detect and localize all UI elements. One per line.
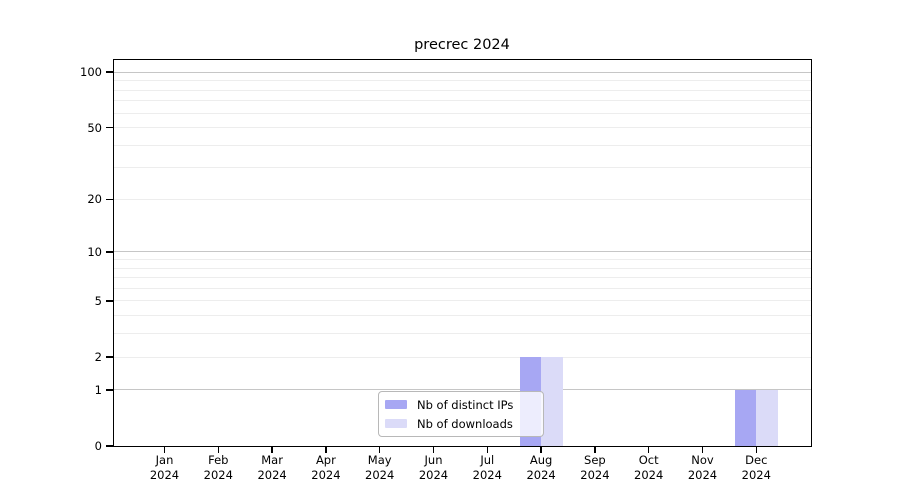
y-axis-tick <box>106 300 113 302</box>
y-axis-tick-label: 50 <box>87 120 102 135</box>
y-gridline <box>114 389 811 391</box>
x-axis-tick-label: Sep 2024 <box>580 453 610 482</box>
y-gridline <box>114 258 811 260</box>
y-axis-tick <box>106 356 113 358</box>
legend-label: Nb of downloads <box>417 416 513 431</box>
y-axis-tick <box>106 71 113 73</box>
x-axis-tick-label: Dec 2024 <box>741 453 771 482</box>
x-axis-tick-label: Apr 2024 <box>311 453 341 482</box>
legend: Nb of distinct IPs Nb of downloads <box>378 391 544 437</box>
x-axis-tick-label: Nov 2024 <box>687 453 718 482</box>
y-gridline <box>114 89 811 91</box>
x-axis-tick-label: Aug 2024 <box>526 453 556 482</box>
y-gridline <box>114 300 811 302</box>
x-axis-tick-label: Jan 2024 <box>149 453 180 482</box>
x-axis-tick <box>701 447 704 453</box>
x-axis-tick-label: Jul 2024 <box>472 453 502 482</box>
y-gridline <box>114 287 811 289</box>
y-gridline <box>114 277 811 279</box>
y-gridline <box>114 315 811 317</box>
y-axis-tick <box>106 126 113 129</box>
y-axis-tick <box>106 445 113 447</box>
legend-swatch-distinct-ips <box>385 400 407 409</box>
y-gridline <box>114 71 811 73</box>
y-gridline <box>114 80 811 82</box>
y-axis-tick <box>106 389 113 391</box>
y-gridline <box>114 100 811 102</box>
x-axis-tick <box>647 447 650 453</box>
x-axis-tick <box>594 447 596 453</box>
bar-downloads <box>541 357 563 446</box>
bar-distinct-ips <box>734 389 757 446</box>
plot-area: 100 50 20 10 5 2 1 0 Jan 2024 Feb 2024 Mar 2024 Apr… <box>80 59 812 482</box>
y-axis-tick-label: 10 <box>87 244 102 259</box>
x-axis-tick <box>540 447 542 453</box>
y-axis-tick <box>106 198 113 201</box>
y-gridline <box>114 144 811 146</box>
x-axis-tick-label: Feb 2024 <box>203 453 233 482</box>
y-axis-tick-label: 5 <box>94 293 102 308</box>
y-gridline <box>114 251 811 253</box>
legend-item: Nb of downloads <box>385 416 535 432</box>
x-axis-tick-label: Mar 2024 <box>257 453 287 482</box>
legend-label: Nb of distinct IPs <box>417 397 514 412</box>
x-axis-tick <box>217 447 220 453</box>
y-axis-tick-label: 1 <box>94 382 102 397</box>
x-axis-tick <box>163 447 166 453</box>
y-axis-tick <box>106 251 113 253</box>
x-axis-tick <box>755 447 758 453</box>
y-axis-tick-label: 20 <box>87 192 102 207</box>
x-axis-tick-label: Oct 2024 <box>634 453 664 482</box>
y-gridline <box>114 167 811 169</box>
y-gridline <box>114 198 811 200</box>
x-axis-tick-label: Jun 2024 <box>418 453 449 482</box>
y-gridline <box>114 112 811 114</box>
legend-swatch-downloads <box>385 419 407 428</box>
y-gridline <box>114 356 811 358</box>
x-axis-tick <box>486 447 489 453</box>
chart-title: precrec 2024 <box>414 37 510 53</box>
y-gridline <box>114 267 811 269</box>
x-axis-tick <box>325 447 327 453</box>
y-axis-tick-label: 100 <box>80 65 102 80</box>
x-axis-tick <box>378 447 381 453</box>
x-axis-tick-label: May 2024 <box>365 453 395 482</box>
x-axis-tick <box>271 447 273 453</box>
bar-downloads <box>756 389 778 446</box>
legend-item: Nb of distinct IPs <box>385 397 535 413</box>
y-axis-tick-label: 0 <box>94 439 102 453</box>
y-axis-tick-label: 2 <box>94 350 102 364</box>
x-axis-tick <box>432 447 435 453</box>
y-gridline <box>114 127 811 129</box>
y-gridline <box>114 333 811 335</box>
